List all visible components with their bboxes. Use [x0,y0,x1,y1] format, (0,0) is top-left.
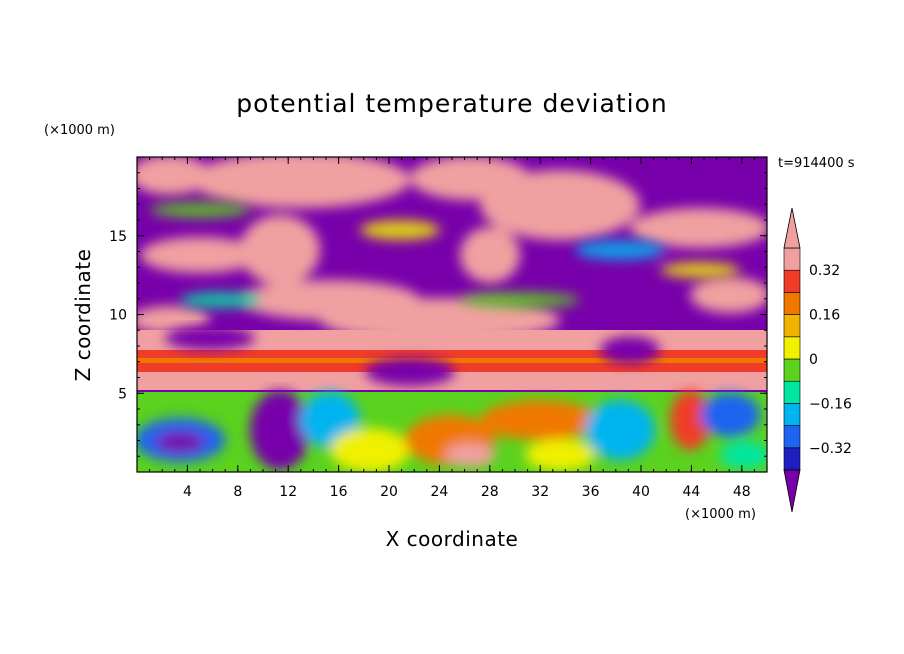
colorbar-segment [783,447,801,471]
colorbar-under-arrow [783,469,801,513]
colorbar-segment [783,380,801,404]
colorbar-segment [783,314,801,338]
contour-field [137,157,767,472]
mid-orange-stripe [137,358,767,363]
y-tick-label: 15 [109,229,127,245]
x-axis-unit: (×1000 m) [685,507,756,522]
x-tick-label: 12 [279,484,297,500]
colorbar-label: 0 [809,352,818,368]
x-tick-label: 36 [582,484,600,500]
colorbar: 0.32 0.16 0 −0.16 −0.32 [783,207,852,513]
lower-layer [137,390,767,472]
x-axis: 4 8 12 16 20 24 28 32 36 40 44 48 [149,157,755,500]
y-axis-label: Z coordinate [71,249,95,382]
x-tick-label: 48 [733,484,751,500]
colorbar-segment [783,336,801,360]
colorbar-segment [783,358,801,382]
y-tick-label: 10 [109,308,127,324]
x-tick-label: 4 [183,484,192,500]
y-tick-label: 5 [118,386,127,402]
colorbar-label: 0.16 [809,308,840,324]
x-tick-label: 20 [380,484,398,500]
upper-warm-patches [137,157,767,342]
time-label: t=914400 s [778,156,855,171]
x-tick-label: 44 [682,484,700,500]
y-axis: 5 10 15 [109,172,767,457]
colorbar-label: −0.32 [809,441,852,457]
colorbar-segment [783,292,801,315]
x-tick-label: 16 [330,484,348,500]
x-tick-label: 8 [233,484,242,500]
colorbar-over-arrow [783,207,801,249]
plot-area [136,156,768,473]
x-tick-label: 24 [430,484,448,500]
colorbar-label: 0.32 [809,263,840,279]
colorbar-label: −0.16 [809,396,852,412]
x-tick-label: 40 [632,484,650,500]
colorbar-segment [783,247,801,271]
x-tick-label: 32 [531,484,549,500]
edge-patches [150,202,740,308]
x-tick-label: 28 [481,484,499,500]
y-axis-unit: (×1000 m) [44,123,115,138]
x-axis-label: X coordinate [386,527,519,551]
mid-purple-intrusions [165,326,660,386]
chart-title: potential temperature deviation [236,89,667,118]
colorbar-segment [783,425,801,449]
colorbar-segment [783,269,801,293]
colorbar-segment [783,403,801,426]
